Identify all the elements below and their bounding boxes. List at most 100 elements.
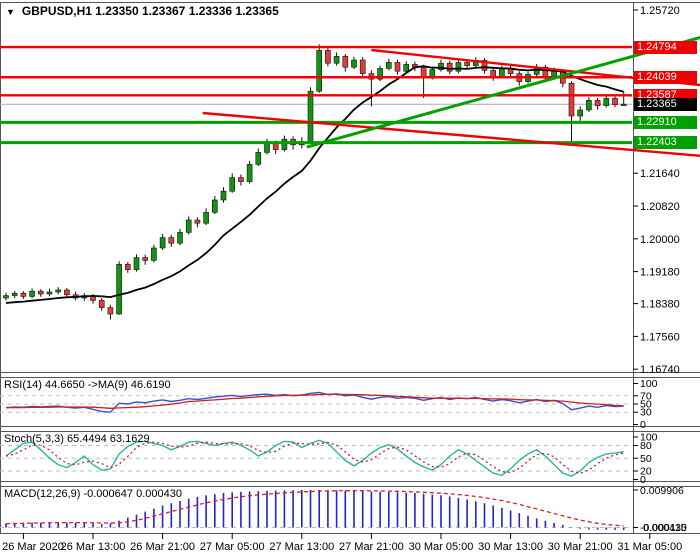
- rsi-ma-line: [5, 393, 624, 409]
- candlestick: [316, 50, 323, 92]
- candlestick: [342, 56, 349, 68]
- candlestick: [64, 289, 70, 296]
- support-trendline[interactable]: [306, 35, 700, 149]
- candlestick: [203, 212, 209, 224]
- rsi-tick-label: 0: [640, 419, 646, 431]
- candlestick: [307, 90, 314, 142]
- candlestick: [281, 138, 288, 150]
- candlestick: [177, 232, 183, 244]
- time-tick-label: 26 Mar 21:00: [130, 541, 195, 553]
- time-tick-label: 27 Mar 13:00: [269, 541, 334, 553]
- candlestick: [568, 82, 575, 117]
- price-tick-label: 1.16740: [640, 364, 680, 376]
- rsi-tick-label: 100: [640, 378, 658, 390]
- candlestick: [594, 100, 601, 106]
- candlestick: [264, 142, 270, 153]
- stochastic-k-line: [5, 439, 624, 477]
- stochastic-tick-label: 0: [640, 474, 646, 486]
- macd-max-label: 0.009906: [640, 485, 684, 497]
- rsi-tick-label: 30: [640, 407, 652, 419]
- time-tick-label: 27 Mar 21:00: [339, 541, 404, 553]
- candlestick: [586, 100, 592, 111]
- time-tick-label: 30 Mar 21:00: [548, 541, 613, 553]
- candlestick: [481, 60, 488, 71]
- candlestick: [212, 199, 218, 213]
- price-badge-current: 1.23365: [634, 97, 697, 111]
- candlestick: [403, 64, 410, 72]
- stochastic-tick-label: 20: [640, 466, 652, 478]
- candlestick: [455, 62, 462, 72]
- moving-average-line: [5, 65, 624, 304]
- candlestick: [151, 247, 157, 261]
- price-tick-label: 1.17560: [640, 331, 680, 343]
- candlestick: [499, 68, 505, 77]
- candlestick: [229, 177, 235, 192]
- candlestick: [11, 292, 18, 296]
- candlestick: [385, 62, 392, 69]
- price-badge-resistance: 1.24039: [634, 70, 697, 84]
- candlestick: [394, 62, 401, 72]
- time-tick-label: 26 Mar 13:00: [61, 541, 126, 553]
- chart-header: ▼ GBPUSD,H1 1.23350 1.23367 1.23336 1.233…: [6, 4, 279, 18]
- macd-min-label: -0.000115: [640, 522, 687, 534]
- price-tick-label: 1.20820: [640, 201, 680, 213]
- symbol-ohlc-text: GBPUSD,H1 1.23350 1.23367 1.23336 1.2336…: [21, 4, 279, 18]
- candlestick: [238, 177, 244, 182]
- time-tick-label: 30 Mar 05:00: [409, 541, 474, 553]
- candlestick: [20, 292, 27, 297]
- candlestick: [37, 290, 44, 295]
- candlestick: [98, 300, 105, 308]
- candlestick: [464, 62, 470, 66]
- candlestick: [194, 219, 201, 224]
- candlestick: [359, 59, 366, 74]
- candlestick: [185, 219, 192, 233]
- candlestick: [490, 70, 497, 77]
- time-tick-label: 31 Mar 05:00: [617, 541, 682, 553]
- candlestick: [255, 152, 262, 165]
- time-tick-label: 30 Mar 13:00: [478, 541, 543, 553]
- rsi-line: [5, 391, 624, 413]
- resistance-trendline[interactable]: [202, 111, 700, 158]
- price-badge-resistance: 1.24794: [634, 40, 697, 54]
- candlestick: [46, 291, 53, 295]
- candlestick: [551, 70, 557, 77]
- macd-indicator-label: MACD(12,26,9) -0.000647 0.000430: [4, 488, 182, 500]
- candlestick: [55, 289, 62, 293]
- candlestick: [603, 98, 610, 106]
- candlestick: [438, 62, 444, 70]
- candlestick: [107, 307, 114, 315]
- candlestick: [325, 50, 331, 64]
- price-tick-label: 1.18380: [640, 299, 680, 311]
- price-badge-support: 1.22910: [634, 115, 697, 129]
- price-tick-label: 1.20000: [640, 234, 680, 246]
- candlestick: [159, 237, 166, 249]
- stochastic-tick-label: 50: [640, 453, 652, 465]
- stochastic-tick-label: 100: [640, 432, 658, 444]
- candlestick: [620, 103, 627, 106]
- candlestick: [142, 257, 148, 261]
- candlestick: [446, 62, 453, 72]
- candlestick: [3, 295, 9, 299]
- price-badge-support: 1.22403: [634, 136, 697, 150]
- candlestick: [377, 68, 383, 80]
- candlestick: [29, 290, 35, 297]
- price-tick-label: 1.19180: [640, 267, 680, 279]
- price-tick-label: 1.21640: [640, 168, 680, 180]
- stochastic-tick-label: 80: [640, 440, 652, 452]
- candlestick: [351, 59, 357, 68]
- stochastic-indicator-label: Stoch(5,3,3) 65.4494 63.1629: [4, 433, 150, 445]
- candlestick: [333, 56, 340, 64]
- candlestick: [577, 109, 584, 117]
- macd-signal-axis-label: 0.000430: [643, 522, 687, 534]
- candlestick: [612, 98, 618, 105]
- rsi-indicator-label: RSI(14) 44.6650 ->MA(9) 46.6190: [4, 379, 171, 391]
- symbol-dropdown-icon[interactable]: ▼: [6, 7, 15, 17]
- candlestick: [125, 264, 131, 270]
- candlestick: [116, 264, 122, 315]
- candlestick: [133, 257, 140, 270]
- time-tick-label: 27 Mar 05:00: [200, 541, 265, 553]
- candlestick: [220, 190, 227, 201]
- price-tick-label: 1.25720: [640, 5, 680, 17]
